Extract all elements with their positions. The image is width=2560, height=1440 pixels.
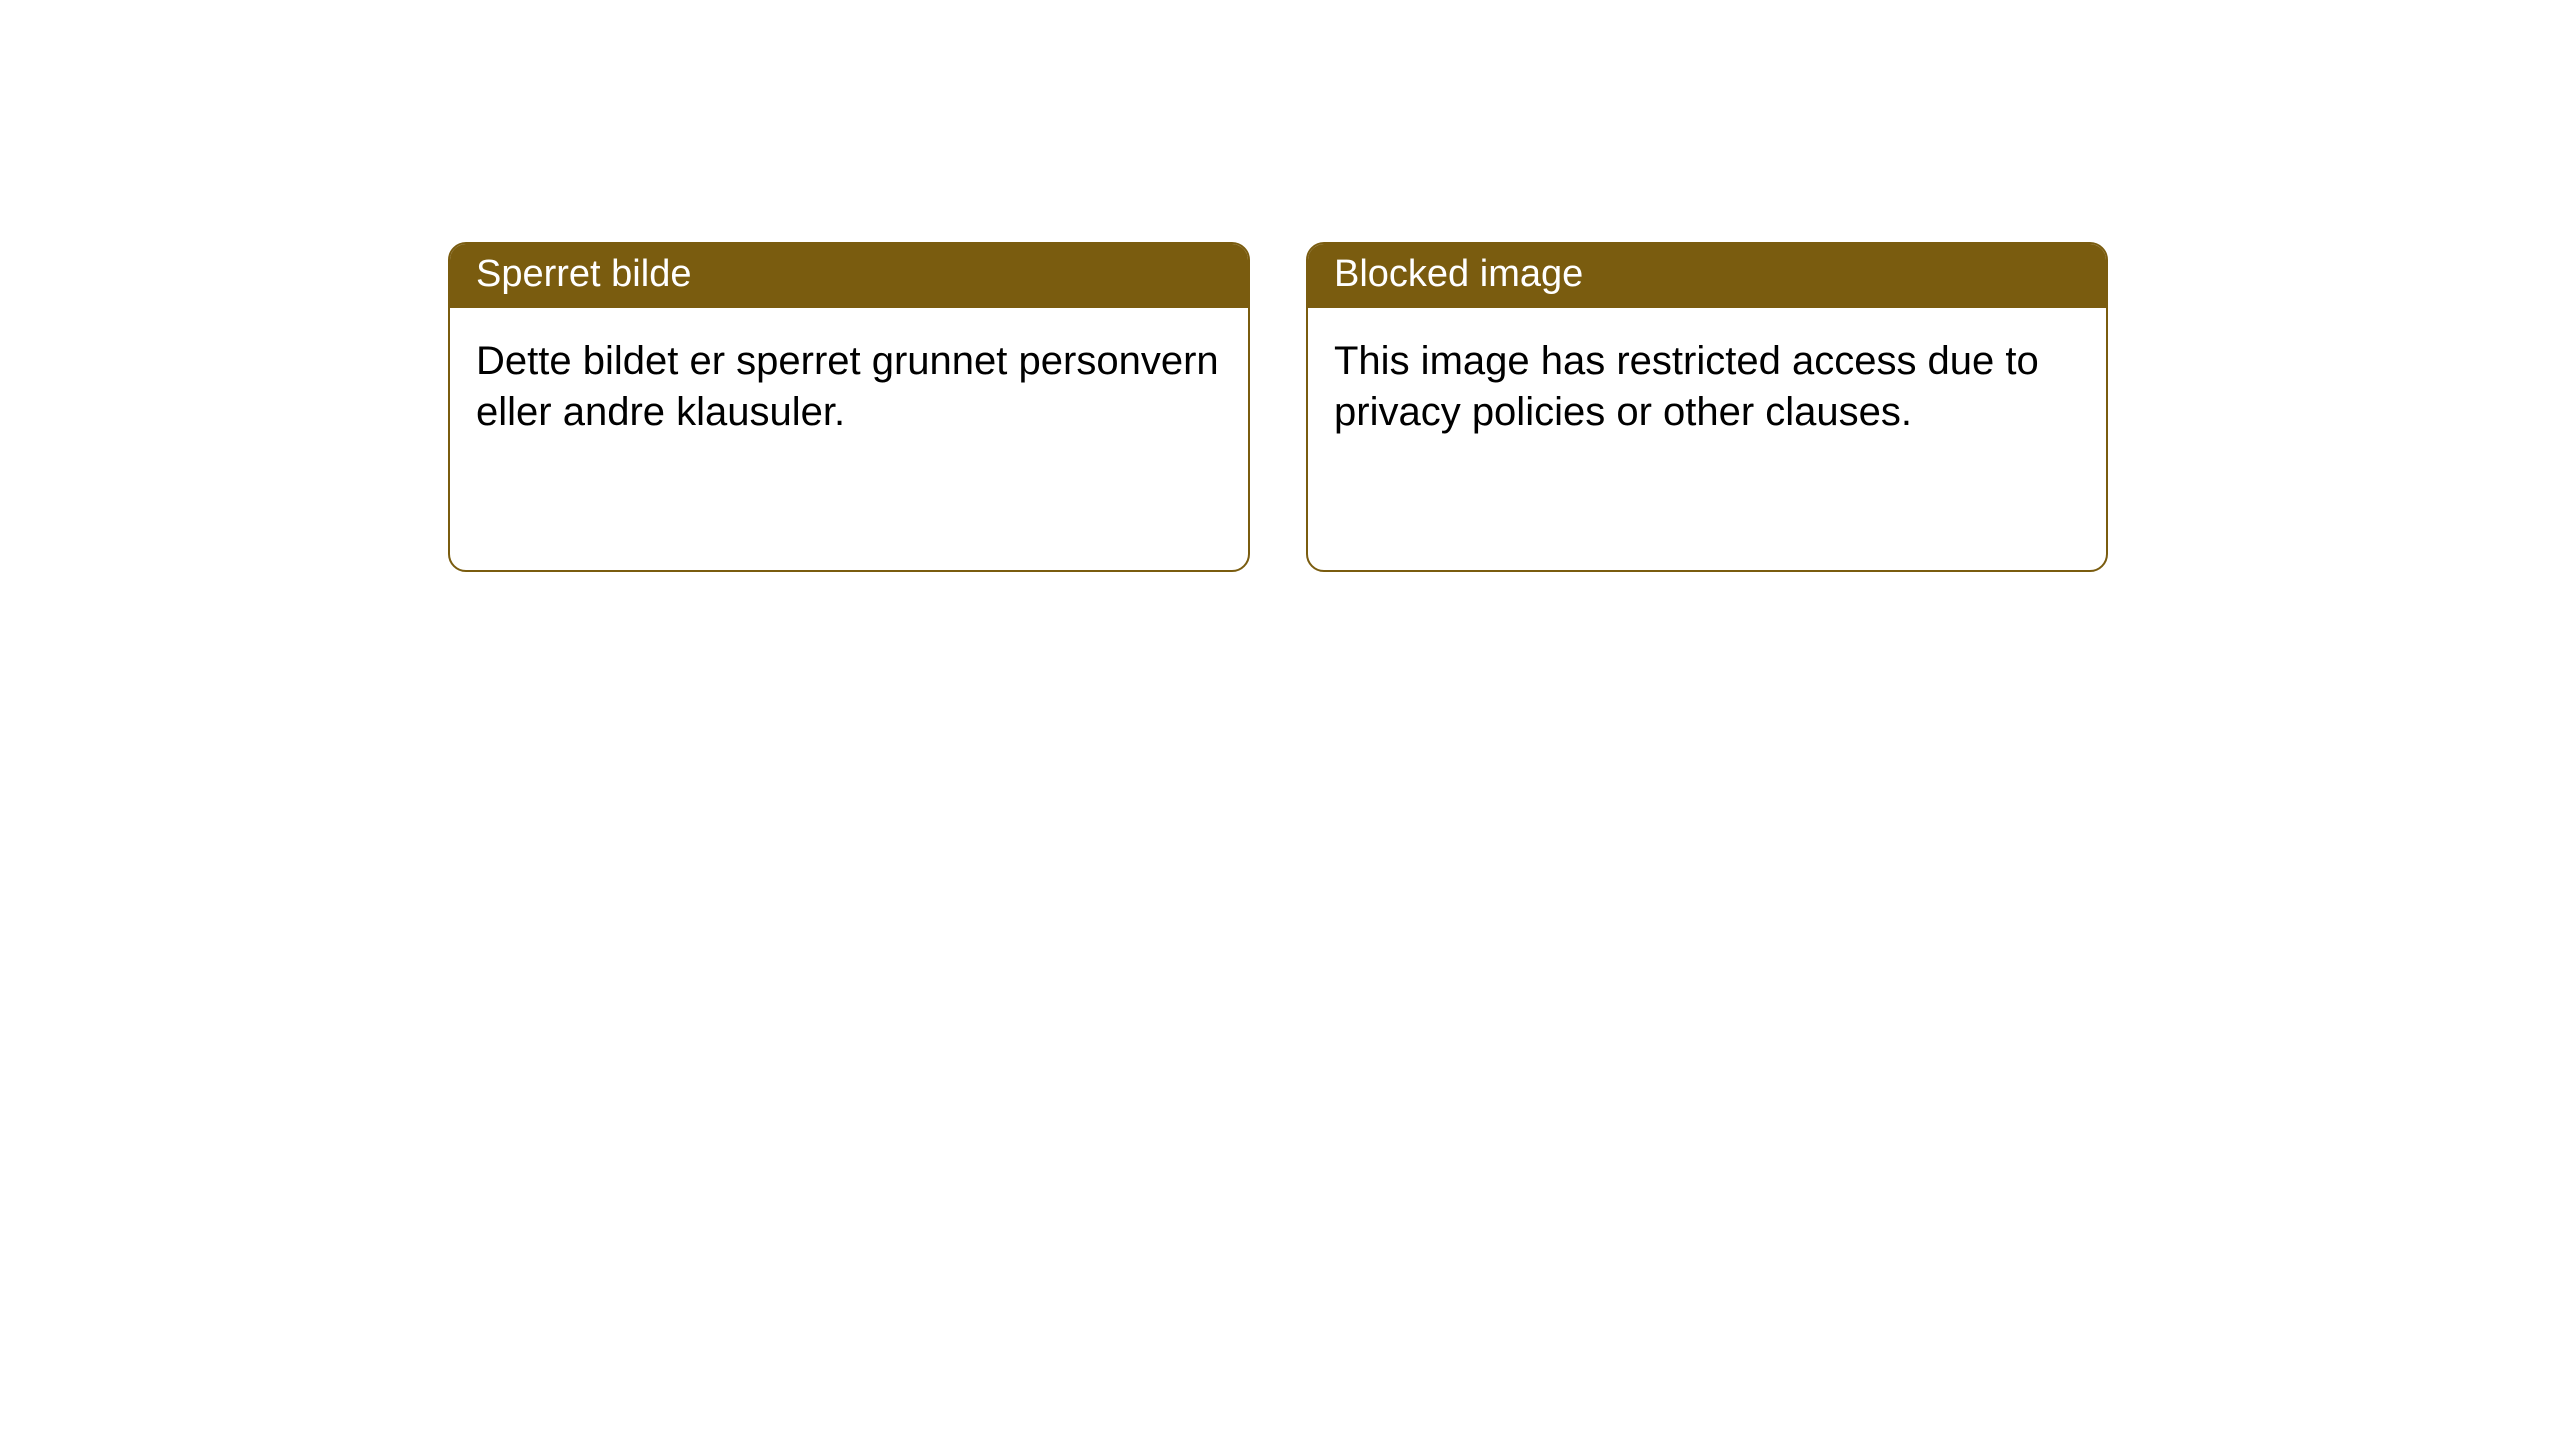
notice-card-right-title: Blocked image [1308, 244, 2106, 308]
notice-container: Sperret bilde Dette bildet er sperret gr… [0, 0, 2560, 572]
notice-card-left-title: Sperret bilde [450, 244, 1248, 308]
notice-card-left-body: Dette bildet er sperret grunnet personve… [450, 308, 1248, 458]
notice-card-right-body: This image has restricted access due to … [1308, 308, 2106, 458]
notice-card-left: Sperret bilde Dette bildet er sperret gr… [448, 242, 1250, 572]
notice-card-right: Blocked image This image has restricted … [1306, 242, 2108, 572]
